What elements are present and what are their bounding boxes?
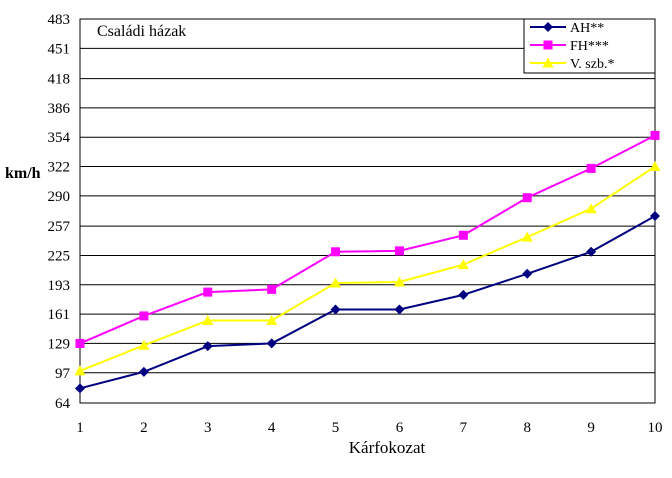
data-point <box>522 268 533 279</box>
data-point <box>266 338 277 349</box>
legend-marker <box>543 40 553 50</box>
series-2 <box>75 130 660 348</box>
data-point <box>202 315 214 326</box>
x-tick-label: 4 <box>268 420 276 436</box>
x-tick-label: 6 <box>396 420 404 436</box>
data-point <box>458 230 468 240</box>
data-point <box>138 366 149 377</box>
data-point <box>139 311 149 321</box>
data-point <box>521 231 533 242</box>
data-point <box>331 247 341 257</box>
data-point <box>202 341 213 352</box>
series-1 <box>75 211 660 394</box>
data-point <box>75 338 85 348</box>
x-tick-label: 2 <box>140 420 148 436</box>
data-point <box>586 246 597 257</box>
y-tick-label: 354 <box>48 130 71 146</box>
legend-marker <box>543 22 553 32</box>
data-point <box>138 339 150 350</box>
data-point <box>458 289 469 300</box>
y-tick-label: 386 <box>48 101 71 117</box>
data-point <box>266 315 278 326</box>
x-tick-label: 1 <box>76 420 84 436</box>
gridlines <box>80 18 655 404</box>
series-3 <box>74 161 661 376</box>
y-tick-label: 64 <box>55 396 71 412</box>
series-line <box>79 215 656 390</box>
y-tick-label: 161 <box>48 307 71 323</box>
series-line <box>79 134 656 345</box>
legend-label: FH*** <box>570 39 609 54</box>
x-axis-label: Kárfokozat <box>349 438 426 457</box>
y-tick-label: 418 <box>48 72 71 88</box>
y-axis-label: km/h <box>5 165 41 182</box>
y-tick-label: 290 <box>48 189 71 205</box>
x-tick-labels: 1 2 3 4 5 6 7 8 9 10 <box>76 420 662 436</box>
data-point <box>649 161 661 172</box>
data-point <box>650 130 660 140</box>
y-tick-label: 257 <box>48 219 71 235</box>
y-tick-labels: 64 97 129 161 193 225 257 290 322 354 386 418 451 483 <box>48 12 71 412</box>
y-tick-label: 322 <box>48 160 71 176</box>
legend-label: AH** <box>570 21 604 36</box>
chart-title: Családi házak <box>97 23 186 40</box>
y-tick-label: 193 <box>48 278 71 294</box>
y-tick-label: 129 <box>48 336 71 352</box>
x-tick-label: 10 <box>648 420 663 436</box>
y-tick-label: 483 <box>48 12 71 28</box>
data-point <box>393 276 405 287</box>
data-point <box>650 211 660 222</box>
x-tick-label: 9 <box>587 420 595 436</box>
data-point <box>522 193 532 203</box>
x-tick-label: 8 <box>523 420 531 436</box>
data-point <box>330 277 342 288</box>
x-tick-label: 3 <box>204 420 212 436</box>
data-point <box>394 246 404 256</box>
y-tick-label: 225 <box>48 248 71 264</box>
legend-marker <box>542 57 554 68</box>
data-point <box>457 259 469 270</box>
data-point <box>394 304 405 315</box>
legend: AH** FH*** V. szb.* <box>523 18 656 74</box>
y-tick-label: 97 <box>55 366 71 382</box>
series-group <box>74 130 661 394</box>
data-point <box>585 203 597 214</box>
data-point <box>330 304 341 315</box>
x-tick-label: 5 <box>332 420 340 436</box>
series-line <box>79 165 656 372</box>
data-point <box>267 284 277 294</box>
y-tick-label: 451 <box>48 41 71 57</box>
plot-area <box>79 18 656 404</box>
legend-label: V. szb.* <box>570 57 614 72</box>
data-point <box>586 163 596 173</box>
x-tick-label: 7 <box>460 420 468 436</box>
data-point <box>75 383 85 394</box>
data-point <box>74 365 86 376</box>
data-point <box>203 287 213 297</box>
